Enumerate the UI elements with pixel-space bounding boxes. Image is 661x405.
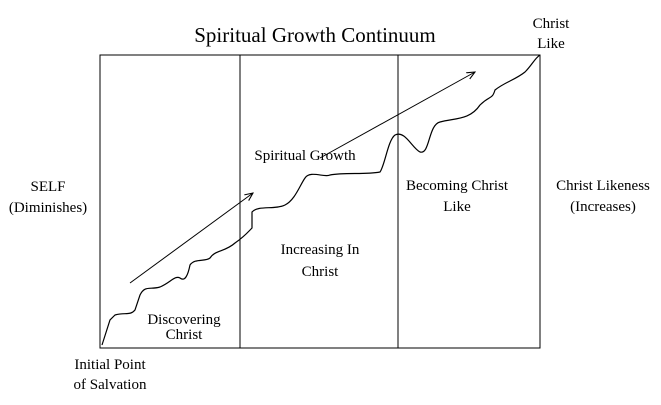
frame — [99, 54, 541, 349]
label-line: Discovering — [147, 312, 221, 328]
label-line: (Diminishes) — [9, 200, 87, 216]
label-line: Initial Point — [74, 357, 146, 373]
label-line: Like — [443, 199, 471, 215]
label-line: (Increases) — [570, 199, 636, 215]
growth-line — [101, 54, 541, 346]
label-line: Like — [537, 36, 565, 52]
label-line: Christ Likeness — [556, 178, 650, 194]
label-line: Becoming Christ — [406, 178, 509, 194]
label: Spiritual Growth — [254, 148, 356, 164]
label-line: Christ — [533, 16, 571, 32]
label: Initial Point of Salvation — [74, 357, 147, 393]
label-line: Christ — [302, 264, 340, 280]
labels: Christ Like SELF (Diminishes) Christ Likenes… — [9, 16, 650, 393]
label: SELF (Diminishes) — [9, 179, 87, 216]
label-line: Spiritual Growth — [254, 148, 356, 164]
label: Christ Like — [533, 16, 571, 52]
label-line: Christ — [166, 327, 204, 343]
title: Spiritual Growth Continuum — [194, 23, 436, 47]
label: Christ Likeness (Increases) — [556, 178, 650, 215]
label: Discovering Christ — [147, 312, 221, 343]
label: Increasing In Christ — [281, 242, 360, 280]
label-line: Increasing In — [281, 242, 360, 258]
label: Becoming Christ Like — [406, 178, 509, 215]
arrow — [129, 193, 253, 284]
arrow — [319, 72, 475, 159]
label-line: SELF — [30, 179, 65, 195]
label-line: of Salvation — [74, 377, 147, 393]
